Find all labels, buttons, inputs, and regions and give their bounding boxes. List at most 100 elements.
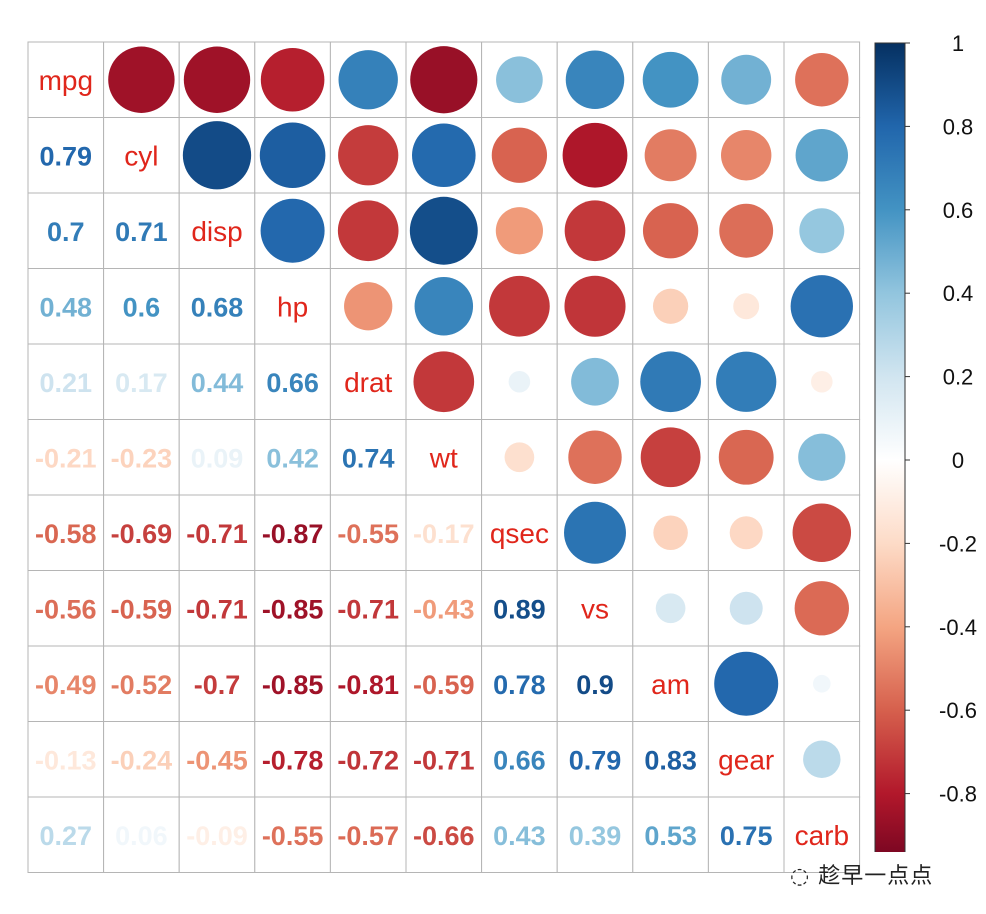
- correlation-circle: [652, 288, 689, 324]
- correlation-value: 0.71: [115, 217, 168, 247]
- correlation-value: -0.71: [186, 519, 248, 549]
- correlation-value: -0.81: [337, 670, 399, 700]
- correlation-value: 0.43: [493, 821, 546, 851]
- variable-label-hp: hp: [277, 291, 308, 322]
- correlation-value: -0.85: [262, 594, 324, 624]
- matrix-cell: [329, 796, 407, 873]
- correlation-value: 0.78: [493, 670, 546, 700]
- correlation-circle: [733, 293, 760, 320]
- matrix-cell: [27, 721, 105, 798]
- correlation-value: -0.52: [111, 670, 173, 700]
- variable-label-carb: carb: [795, 820, 849, 851]
- matrix-cell: [254, 343, 331, 420]
- correlation-value: 0.9: [576, 670, 614, 700]
- correlation-circle: [721, 54, 772, 105]
- correlation-circle: [571, 357, 619, 406]
- correlation-circle: [653, 515, 688, 551]
- correlation-circle: [729, 516, 763, 550]
- correlation-circle: [504, 442, 535, 473]
- correlation-circle: [714, 651, 779, 716]
- matrix-cell: [27, 645, 105, 722]
- matrix-cell: [27, 796, 105, 873]
- correlation-value: -0.21: [35, 443, 97, 473]
- matrix-cell: [27, 494, 105, 571]
- correlation-circle: [640, 351, 701, 413]
- correlation-circle: [491, 127, 548, 183]
- correlation-circle: [409, 196, 478, 265]
- correlation-circle: [795, 53, 849, 107]
- correlation-circle: [337, 200, 399, 262]
- correlation-value: 0.27: [40, 821, 93, 851]
- variable-label-vs: vs: [581, 593, 609, 624]
- correlation-value: 0.17: [115, 368, 168, 398]
- correlation-value: 0.66: [493, 745, 546, 775]
- correlation-value: 0.83: [644, 745, 697, 775]
- colorbar-mask: [874, 852, 906, 892]
- matrix-cell: [27, 41, 105, 118]
- matrix-cell: [632, 796, 709, 873]
- correlation-value: 0.6: [123, 292, 161, 322]
- matrix-cell: [178, 268, 256, 345]
- colorbar-gradient: [874, 42, 906, 878]
- matrix-cell: [178, 796, 256, 873]
- matrix-cell: [329, 721, 407, 798]
- variable-label-mpg: mpg: [39, 65, 93, 96]
- correlation-value: 0.79: [569, 745, 622, 775]
- colorbar-tick-label: 0.4: [943, 281, 974, 306]
- correlation-circle: [412, 123, 476, 188]
- correlation-value: -0.17: [413, 519, 475, 549]
- correlation-circle: [640, 427, 701, 488]
- correlation-circle: [795, 129, 849, 182]
- correlation-value: 0.66: [266, 368, 319, 398]
- correlation-circle: [508, 370, 531, 393]
- correlation-circle: [729, 591, 763, 625]
- matrix-cell: [103, 494, 180, 571]
- correlation-circle: [798, 433, 846, 481]
- matrix-cell: [481, 494, 558, 571]
- correlation-value: -0.45: [186, 745, 248, 775]
- correlation-circle: [792, 503, 852, 562]
- variable-label-drat: drat: [344, 367, 392, 398]
- correlation-circle: [108, 46, 175, 113]
- correlation-value: 0.79: [40, 141, 93, 171]
- correlation-circle: [642, 51, 699, 108]
- matrix-cell: [481, 570, 558, 647]
- correlation-circle: [568, 430, 622, 484]
- matrix-cell: [254, 721, 331, 798]
- correlation-value: -0.78: [262, 745, 324, 775]
- colorbar-tick-label: 0.2: [943, 365, 974, 390]
- correlation-circle: [183, 46, 251, 113]
- correlation-circle: [794, 581, 849, 636]
- correlation-value: 0.48: [40, 292, 93, 322]
- colorbar-tick-label: -0.4: [939, 615, 977, 640]
- correlation-value: 0.53: [644, 821, 697, 851]
- watermark: ◌ 趁早一点点: [790, 864, 934, 889]
- correlation-circle: [260, 198, 325, 263]
- matrix-cell: [27, 192, 105, 269]
- matrix-cell: [27, 570, 105, 647]
- variable-label-am: am: [651, 669, 690, 700]
- matrix-cell: [254, 419, 331, 496]
- matrix-cell: [405, 796, 483, 873]
- matrix-cell: [27, 343, 105, 420]
- colorbar-tick-label: 1: [952, 31, 964, 56]
- correlation-value: 0.42: [266, 443, 319, 473]
- correlation-value: -0.87: [262, 519, 324, 549]
- correlation-value: 0.68: [191, 292, 244, 322]
- correlation-circle: [721, 130, 772, 181]
- correlation-value: -0.49: [35, 670, 97, 700]
- variable-label-gear: gear: [718, 744, 774, 775]
- colorbar-tick-label: 0.8: [943, 114, 974, 139]
- correlation-value: -0.58: [35, 519, 97, 549]
- matrix-cell: [405, 721, 483, 798]
- correlation-value: -0.66: [413, 821, 475, 851]
- correlation-value: 0.44: [191, 368, 244, 398]
- correlation-circle: [799, 208, 845, 254]
- correlation-circle: [338, 125, 399, 186]
- matrix-cell: [556, 796, 634, 873]
- matrix-cell: [481, 645, 558, 722]
- matrix-cell: [103, 570, 180, 647]
- correlation-circle: [803, 740, 841, 778]
- correlation-value: -0.23: [111, 443, 173, 473]
